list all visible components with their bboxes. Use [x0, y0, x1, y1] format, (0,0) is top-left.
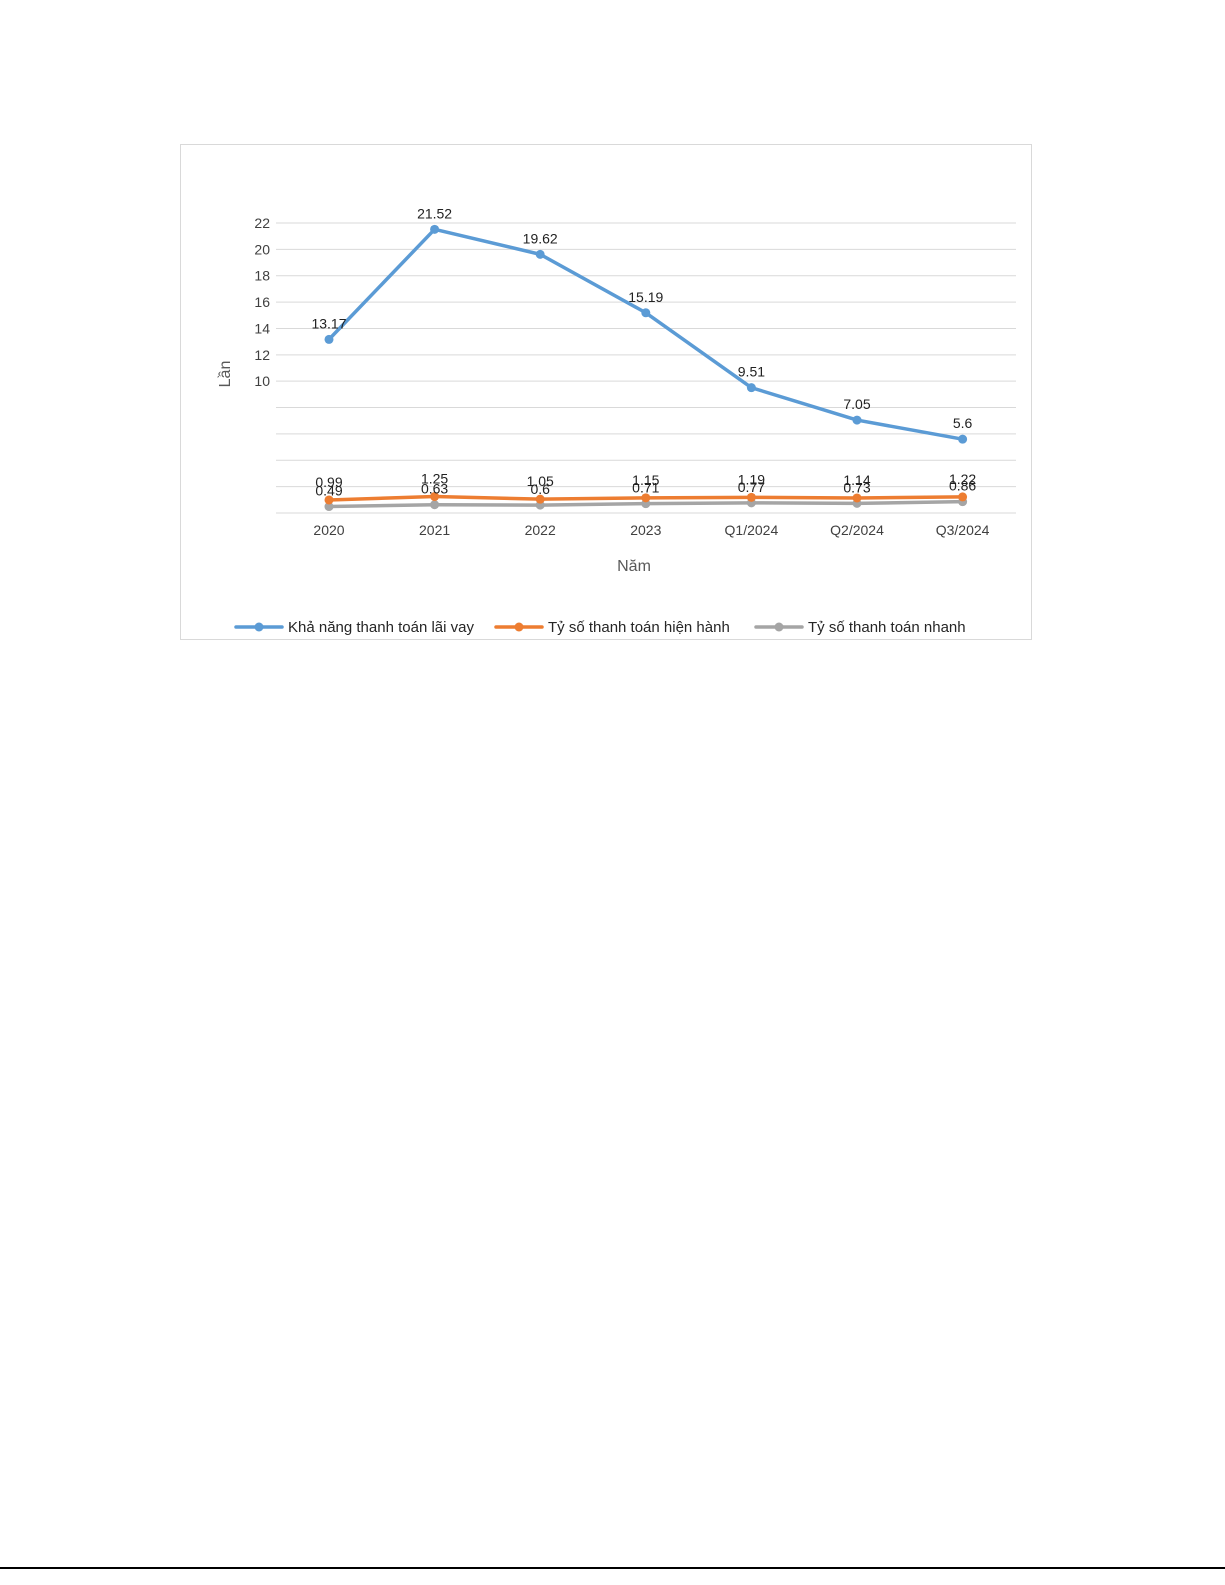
data-label: 0.49 — [315, 483, 342, 499]
data-label: 0.6 — [530, 481, 550, 497]
data-label: 19.62 — [523, 230, 558, 246]
data-label: 1.05 — [527, 473, 554, 489]
legend: Khả năng thanh toán lãi vay Tỷ số thanh t… — [234, 619, 966, 636]
data-point — [430, 492, 440, 502]
x-tick-label: 2021 — [419, 522, 450, 538]
chart-frame — [180, 144, 1032, 640]
y-tick-label: 20 — [254, 241, 270, 257]
data-label: 0.71 — [632, 480, 659, 496]
data-label: 9.51 — [738, 364, 765, 380]
x-axis-title: Năm — [617, 558, 651, 575]
y-tick-label: 22 — [254, 215, 270, 231]
x-tick-label: Q1/2024 — [725, 522, 779, 538]
data-labels: 13.17 21.52 19.62 15.19 9.51 7.05 5.6 0.99 1.25 1… — [311, 205, 976, 498]
data-point — [324, 502, 334, 512]
y-tick-label: 16 — [254, 294, 270, 310]
data-point — [324, 495, 334, 505]
data-label: 21.52 — [417, 205, 452, 221]
data-label: 1.15 — [632, 472, 659, 488]
data-point — [535, 249, 545, 259]
legend-entry-label: Tỷ số thanh toán nhanh — [808, 619, 966, 636]
x-tick-label: Q2/2024 — [830, 522, 884, 538]
series-lines — [324, 224, 968, 512]
page-bottom-rule — [0, 1567, 1225, 1569]
data-label: 7.05 — [843, 396, 870, 412]
y-tick-label: 18 — [254, 268, 270, 284]
data-label: 0.63 — [421, 481, 448, 497]
x-axis-ticks: 2020 2021 2022 2023 Q1/2024 Q2/2024 Q3/2024 — [313, 522, 989, 538]
data-point — [430, 224, 440, 234]
data-label: 1.22 — [949, 471, 976, 487]
x-tick-label: Q3/2024 — [936, 522, 990, 538]
data-label: 13.17 — [311, 315, 346, 331]
data-label: 0.86 — [949, 478, 976, 494]
data-point — [958, 434, 968, 444]
x-tick-label: 2020 — [313, 522, 344, 538]
legend-entry-label: Khả năng thanh toán lãi vay — [288, 619, 474, 636]
legend-entry-label: Tỷ số thanh toán hiện hành — [548, 619, 730, 636]
y-axis-title: Lần — [217, 361, 234, 388]
data-point — [641, 493, 651, 503]
data-label: 0.73 — [843, 479, 870, 495]
data-point — [535, 494, 545, 504]
data-label: 1.14 — [843, 472, 870, 488]
data-point — [430, 500, 440, 510]
data-point — [641, 308, 651, 318]
x-tick-label: 2023 — [630, 522, 661, 538]
data-point — [746, 492, 756, 502]
legend-swatch-marker — [774, 622, 784, 632]
data-label: 1.25 — [421, 471, 448, 487]
legend-swatch-marker — [254, 622, 264, 632]
y-tick-label: 12 — [254, 347, 270, 363]
legend-swatch-marker — [514, 622, 524, 632]
data-point — [852, 415, 862, 425]
y-axis-ticks: 22 20 18 16 14 12 10 — [254, 215, 270, 389]
data-label: 15.19 — [628, 289, 663, 305]
x-tick-label: 2022 — [525, 522, 556, 538]
data-point — [852, 493, 862, 503]
data-point — [324, 334, 334, 344]
y-tick-label: 10 — [254, 373, 270, 389]
data-label: 0.99 — [315, 474, 342, 490]
data-label: 1.19 — [738, 471, 765, 487]
data-label: 0.77 — [738, 479, 765, 495]
y-tick-label: 14 — [254, 320, 270, 336]
gridlines — [276, 222, 1016, 514]
data-point — [746, 383, 756, 393]
data-point — [958, 492, 968, 502]
data-label: 5.6 — [953, 415, 973, 431]
